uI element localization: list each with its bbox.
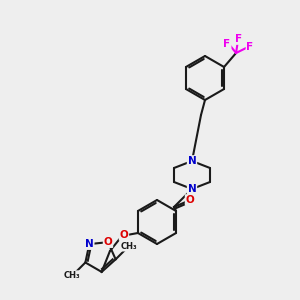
Text: O: O: [103, 237, 112, 247]
Text: N: N: [85, 239, 94, 249]
Text: O: O: [186, 195, 194, 205]
Text: O: O: [120, 230, 128, 240]
Text: N: N: [188, 184, 196, 194]
Text: CH₃: CH₃: [120, 242, 137, 251]
Text: N: N: [188, 156, 196, 166]
Text: F: F: [224, 39, 231, 49]
Text: F: F: [247, 42, 254, 52]
Text: CH₃: CH₃: [64, 271, 81, 280]
Text: F: F: [236, 34, 243, 44]
